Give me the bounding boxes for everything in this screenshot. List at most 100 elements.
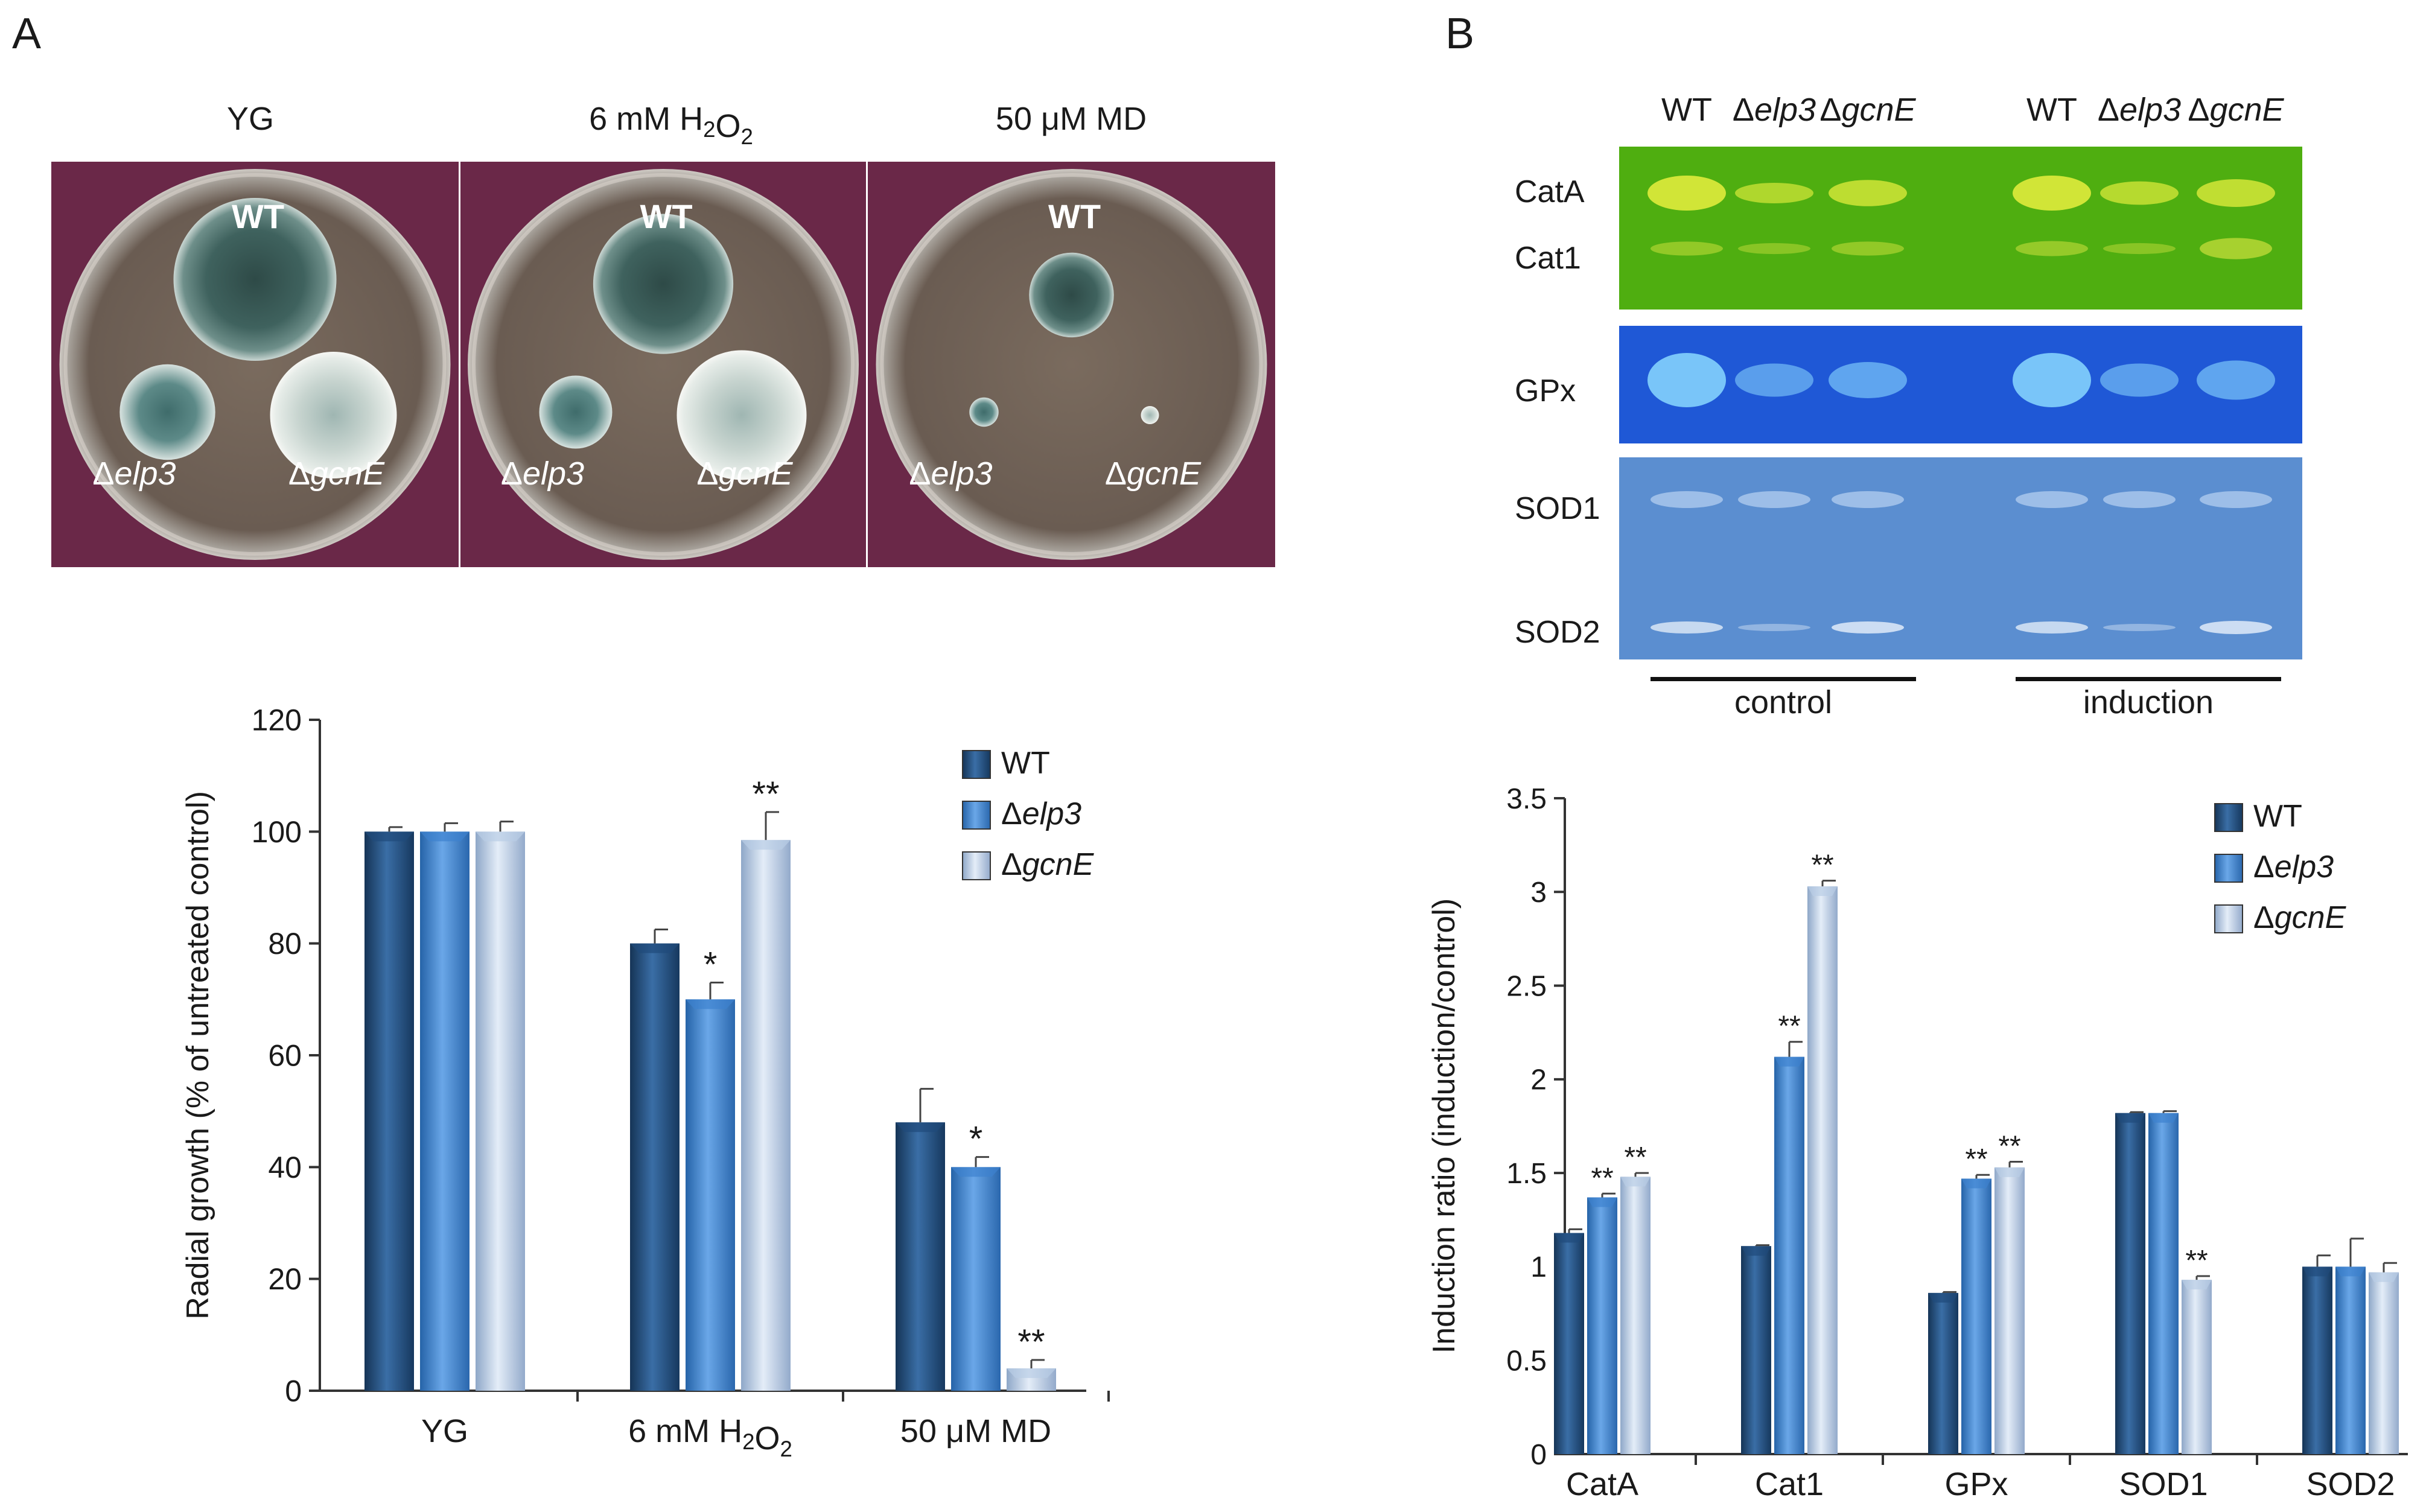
colony-wt-2 bbox=[1029, 252, 1114, 338]
bar-1-2 bbox=[951, 1167, 1001, 1391]
y-tick-label-3: 60 bbox=[268, 1039, 302, 1073]
band-gpx-3 bbox=[2013, 353, 2091, 407]
bar-2-0 bbox=[476, 831, 525, 1391]
bar-1-2 bbox=[1961, 1178, 1991, 1454]
bar-0-2 bbox=[1928, 1292, 1958, 1454]
group-label-induction: induction bbox=[2083, 684, 2214, 720]
bar-2-1 bbox=[1807, 886, 1838, 1454]
colony-wt-1 bbox=[593, 214, 734, 354]
x-tick-label-3: SOD1 bbox=[2119, 1466, 2208, 1502]
legend-label-2: ΔgcnE bbox=[1001, 847, 1095, 882]
chart-induction-ratio: 0 0.5 1 1.5 2 2.5 3 3.5 Induction ratio (inducti… bbox=[1427, 783, 2408, 1502]
petri-dish-2 bbox=[876, 169, 1267, 560]
x-tick-label-0: YG bbox=[421, 1413, 468, 1449]
plate-label-wt-0: WT bbox=[232, 197, 284, 235]
colony-elp3-2 bbox=[969, 397, 999, 427]
bar-cap-1-4 bbox=[2335, 1266, 2366, 1277]
band-cata-3 bbox=[2013, 176, 2091, 211]
sig-2-3: ** bbox=[2185, 1245, 2208, 1277]
band-cata-4 bbox=[2100, 181, 2179, 205]
lane-header-2: ΔgcnE bbox=[1819, 92, 1916, 128]
band-sod1-5 bbox=[2200, 491, 2272, 508]
legend-label-0: WT bbox=[2253, 799, 2302, 834]
legend-label-2: ΔgcnE bbox=[2253, 900, 2347, 935]
bar-0-1 bbox=[1741, 1246, 1771, 1454]
bar-cap-0-0 bbox=[1554, 1233, 1584, 1243]
legend-swatch-1 bbox=[2214, 854, 2243, 883]
bar-1-1 bbox=[1774, 1056, 1804, 1454]
legend-swatch-2 bbox=[962, 851, 991, 880]
x-tick-label-2: 50 μM MD bbox=[900, 1413, 1051, 1449]
plate-title-1: 6 mM H2O2 bbox=[589, 101, 753, 149]
lane-header-3: WT bbox=[2026, 92, 2077, 128]
colony-elp3-0 bbox=[119, 364, 215, 460]
chart-radial-growth: 0 20 40 60 80 100 120 Radial growth (% of untre… bbox=[180, 704, 1110, 1461]
bar-cap-1-0 bbox=[420, 831, 470, 842]
band-cat1-2 bbox=[1832, 241, 1904, 256]
legend-label-1: Δelp3 bbox=[1001, 796, 1081, 831]
lane-header-5: ΔgcnE bbox=[2188, 92, 2284, 128]
band-label-cata: CatA bbox=[1515, 174, 1585, 209]
band-sod2-0 bbox=[1651, 621, 1723, 634]
bar-1-4 bbox=[2335, 1266, 2366, 1454]
legend-swatch-2 bbox=[2214, 904, 2243, 933]
bar-2-0 bbox=[1620, 1177, 1651, 1454]
plate-label-elp3-1: Δelp3 bbox=[501, 456, 584, 492]
bar-cap-2-2 bbox=[1994, 1167, 2025, 1177]
band-cat1-5 bbox=[2200, 238, 2272, 259]
band-sod2-3 bbox=[2016, 621, 2088, 634]
band-gpx-4 bbox=[2100, 363, 2179, 397]
bar-1-0 bbox=[1587, 1197, 1617, 1454]
y-tick-label-6: 3 bbox=[1530, 877, 1547, 909]
plate-label-elp3-2: Δelp3 bbox=[909, 456, 992, 492]
sig-1-1: ** bbox=[1778, 1011, 1800, 1043]
x-tick-label-2: GPx bbox=[1944, 1466, 2008, 1502]
band-sod2-2 bbox=[1832, 621, 1904, 634]
bar-cap-0-3 bbox=[2115, 1113, 2145, 1123]
sig-1-2: ** bbox=[1965, 1143, 1987, 1175]
bar-cap-2-0 bbox=[476, 831, 525, 842]
band-cat1-1 bbox=[1738, 243, 1810, 255]
band-gpx-2 bbox=[1829, 362, 1907, 398]
band-cata-1 bbox=[1735, 183, 1813, 203]
band-cat1-3 bbox=[2016, 241, 2088, 256]
band-sod1-3 bbox=[2016, 491, 2088, 508]
plate-label-gcne-0: ΔgcnE bbox=[288, 456, 385, 492]
bar-cap-2-0 bbox=[1620, 1177, 1651, 1187]
band-sod1-1 bbox=[1738, 491, 1810, 508]
bar-cap-1-1 bbox=[1774, 1056, 1804, 1067]
sig-2-0: ** bbox=[1624, 1142, 1646, 1174]
plates-photo: YG 6 mM H2O2 50 μM MD WT Δelp3 ΔgcnE WT Δelp3 Δg… bbox=[51, 101, 1275, 567]
x-tick-label-1: 6 mM H2O2 bbox=[628, 1413, 792, 1461]
band-cata-5 bbox=[2197, 179, 2275, 207]
y-tick-label-0: 0 bbox=[285, 1374, 302, 1408]
y-tick-label-7: 3.5 bbox=[1506, 783, 1547, 815]
plate-label-wt-1: WT bbox=[640, 197, 692, 235]
group-bar-induction bbox=[2016, 677, 2281, 681]
bar-cap-0-1 bbox=[1741, 1246, 1771, 1256]
bar-cap-2-2 bbox=[1007, 1368, 1056, 1378]
legend-label-1: Δelp3 bbox=[2253, 850, 2334, 885]
band-sod2-4 bbox=[2103, 624, 2176, 631]
sig-2-1: ** bbox=[1811, 850, 1833, 881]
band-label-gpx: GPx bbox=[1515, 373, 1576, 408]
bar-1-3 bbox=[2148, 1113, 2179, 1454]
plate-title-2: 50 μM MD bbox=[996, 101, 1147, 137]
panel-letter-b: B bbox=[1445, 10, 1474, 58]
bar-0-0 bbox=[365, 831, 414, 1391]
bar-cap-2-1 bbox=[741, 840, 791, 850]
plate-label-wt-2: WT bbox=[1048, 197, 1101, 235]
lane-header-4: Δelp3 bbox=[2098, 92, 2181, 128]
bar-1-1 bbox=[686, 999, 735, 1391]
band-cat1-4 bbox=[2103, 243, 2176, 255]
band-gpx-1 bbox=[1735, 363, 1813, 397]
bar-cap-1-2 bbox=[951, 1167, 1001, 1177]
sig-1-0: ** bbox=[1591, 1162, 1613, 1194]
bar-cap-2-4 bbox=[2369, 1272, 2399, 1282]
group-label-control: control bbox=[1734, 684, 1832, 720]
y-axis-title: Radial growth (% of untreated control) bbox=[180, 791, 215, 1320]
colony-wt-0 bbox=[173, 198, 337, 361]
bar-0-1 bbox=[630, 943, 680, 1391]
bar-0-2 bbox=[896, 1122, 945, 1391]
